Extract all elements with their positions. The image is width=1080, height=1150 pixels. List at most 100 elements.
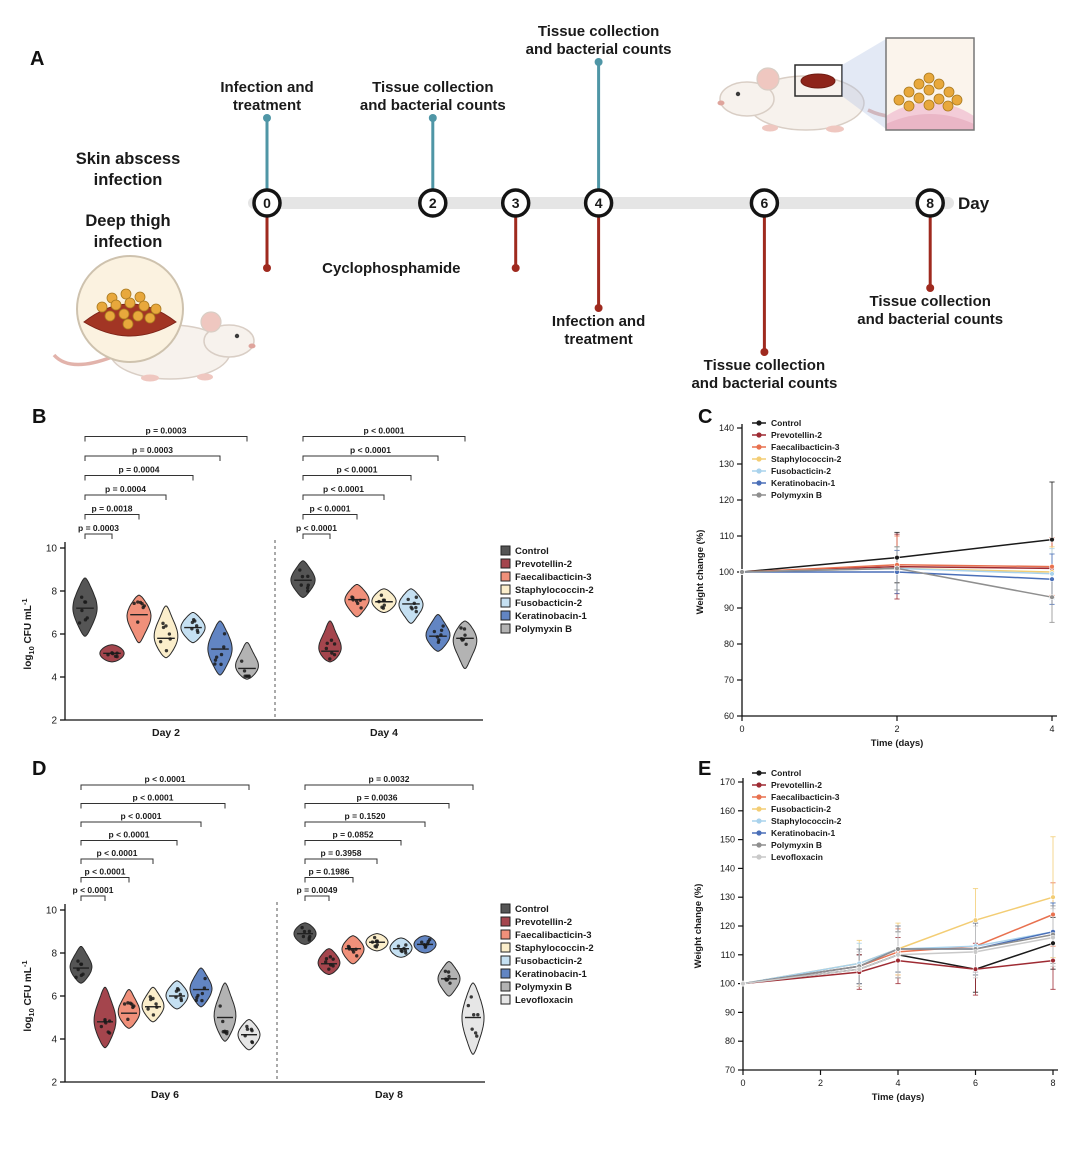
p-value-label: p = 0.0003 bbox=[146, 426, 187, 436]
skin-event-label: and bacterial counts bbox=[360, 97, 506, 114]
significance-bracket bbox=[80, 877, 130, 883]
legend-label: Staphylococcin-2 bbox=[515, 943, 594, 954]
y-axis-title: Weight change (%) bbox=[693, 884, 704, 969]
p-value-label: p < 0.0001 bbox=[310, 504, 351, 514]
legend-label: Staphylococcin-2 bbox=[771, 816, 842, 826]
y-tick-label: 120 bbox=[719, 495, 734, 505]
x-tick-label: 6 bbox=[973, 1078, 978, 1088]
violin-Polymyxin B bbox=[235, 642, 259, 680]
mouse-foot bbox=[826, 125, 844, 133]
violin-Keratinobacin-1 bbox=[425, 614, 451, 652]
legend-swatch bbox=[500, 610, 511, 621]
p-value-label: p = 0.1520 bbox=[345, 811, 386, 821]
violin-chart-day6-day8: 2 4 6 8 10 log10 CFU mL-1 p < 0.0001 p < 0.0001… bbox=[20, 774, 594, 1101]
significance-bracket bbox=[304, 821, 426, 827]
legend-label: Keratinobacin-1 bbox=[771, 478, 836, 488]
p-value-label: p < 0.0001 bbox=[121, 811, 162, 821]
significance-bracket bbox=[304, 877, 354, 883]
legend-label: Faecalibacticin-3 bbox=[771, 442, 840, 452]
legend-label: Levofloxacin bbox=[515, 995, 573, 1006]
mouse-eye bbox=[234, 333, 240, 339]
legend-swatch bbox=[500, 571, 511, 582]
p-value-label: p < 0.0001 bbox=[296, 523, 337, 533]
x-axis-title: Time (days) bbox=[871, 738, 924, 749]
skin-infection-label: Skin abscess bbox=[76, 150, 181, 168]
mouse-eye bbox=[735, 91, 741, 97]
panel-label-a: A bbox=[30, 48, 45, 70]
violin-Staphylococcin-2 bbox=[153, 605, 179, 659]
weight-change-chart-skin: 60 70 80 90 100 110 120 130 140 0 2 4 Time (days) Wei… bbox=[695, 418, 1057, 749]
legend-swatch bbox=[500, 955, 511, 966]
legend-swatch bbox=[500, 929, 511, 940]
day-number: 3 bbox=[512, 195, 520, 211]
significance-bracket bbox=[84, 455, 221, 461]
y-tick-label: 70 bbox=[725, 1065, 735, 1075]
violin-chart-day2-day4: 2 4 6 8 10 log10 CFU mL-1 p = 0.0003 p = 0.0018… bbox=[20, 426, 594, 740]
mouse-head bbox=[719, 81, 775, 117]
y-tick-label: 130 bbox=[720, 892, 735, 902]
legend-label: Keratinobacin-1 bbox=[515, 969, 588, 980]
day-circle bbox=[500, 188, 531, 218]
thigh-event-label: and bacterial counts bbox=[857, 311, 1003, 328]
p-value-label: p = 0.1986 bbox=[309, 867, 350, 877]
legend-label: Polymyxin B bbox=[771, 490, 822, 500]
y-tick-label: 100 bbox=[719, 567, 734, 577]
p-value-label: p = 0.0032 bbox=[369, 774, 410, 784]
thigh-event-label: treatment bbox=[564, 331, 632, 348]
y-axis-title: Weight change (%) bbox=[695, 530, 706, 615]
y-axis-title: log10 CFU mL-1 bbox=[20, 598, 36, 669]
p-value-label: p < 0.0001 bbox=[350, 445, 391, 455]
violin-Staphylococcin-2 bbox=[141, 986, 165, 1023]
legend-label: Fusobacticin-2 bbox=[515, 598, 582, 609]
legend-swatch bbox=[500, 558, 511, 569]
mouse-foot bbox=[141, 374, 159, 382]
p-value-label: p < 0.0001 bbox=[323, 484, 364, 494]
skin-event-label: and bacterial counts bbox=[526, 41, 672, 58]
skin-infection-label: infection bbox=[94, 171, 163, 189]
legend-label: Staphylococcin-2 bbox=[771, 454, 842, 464]
skin-event-label: treatment bbox=[233, 97, 301, 114]
group-label: Day 6 bbox=[151, 1089, 179, 1101]
y-tick-label: 130 bbox=[719, 459, 734, 469]
legend-swatch bbox=[500, 968, 511, 979]
significance-bracket bbox=[80, 821, 202, 827]
y-tick-label: 170 bbox=[720, 777, 735, 787]
day-number: 0 bbox=[263, 195, 271, 211]
legend-label: Faecalibacticin-3 bbox=[515, 572, 592, 583]
y-tick-label: 150 bbox=[720, 835, 735, 845]
y-tick-label: 80 bbox=[724, 639, 734, 649]
violin-Keratinobacin-1 bbox=[207, 620, 233, 676]
p-value-label: p = 0.0018 bbox=[92, 504, 133, 514]
p-value-label: p = 0.0003 bbox=[132, 445, 173, 455]
zoom-box-border bbox=[885, 37, 975, 131]
p-value-label: p = 0.0049 bbox=[297, 885, 338, 895]
y-tick-label: 10 bbox=[46, 906, 58, 917]
violin-Fusobacticin-2 bbox=[389, 937, 413, 958]
legend-label: Prevotellin-2 bbox=[515, 917, 572, 928]
x-tick-label: 0 bbox=[739, 724, 744, 734]
legend-label: Prevotellin-2 bbox=[771, 430, 822, 440]
legend-label: Faecalibacticin-3 bbox=[515, 930, 592, 941]
significance-bracket bbox=[304, 895, 330, 901]
p-value-label: p = 0.0852 bbox=[333, 830, 374, 840]
legend-swatch bbox=[500, 545, 511, 556]
x-tick-label: 2 bbox=[818, 1078, 823, 1088]
day-circle bbox=[418, 188, 448, 218]
violin-Levofloxacin bbox=[461, 982, 485, 1055]
legend-swatch bbox=[500, 903, 511, 914]
legend-label: Staphylococcin-2 bbox=[515, 585, 594, 596]
significance-bracket bbox=[80, 858, 154, 864]
p-value-label: p < 0.0001 bbox=[337, 465, 378, 475]
x-tick-label: 4 bbox=[895, 1078, 900, 1088]
legend-swatch bbox=[500, 597, 511, 608]
day-number: 8 bbox=[926, 195, 934, 211]
p-value-label: p = 0.0003 bbox=[78, 523, 119, 533]
day-number: 2 bbox=[429, 195, 437, 211]
legend-label: Control bbox=[771, 418, 801, 428]
tissue-deep bbox=[886, 114, 974, 130]
legend-swatch bbox=[500, 994, 511, 1005]
p-value-label: p < 0.0001 bbox=[133, 793, 174, 803]
y-tick-label: 8 bbox=[51, 587, 57, 598]
zoom-connector bbox=[842, 39, 886, 129]
